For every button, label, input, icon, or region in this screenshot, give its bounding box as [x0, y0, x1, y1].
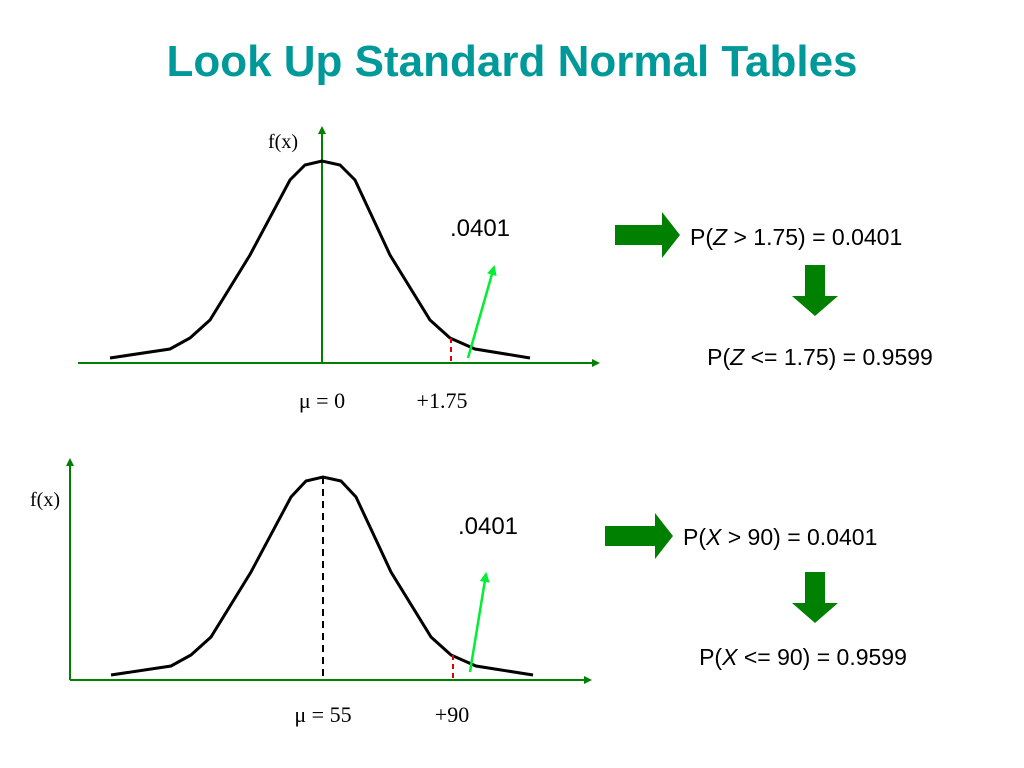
panel: f(x) .0401 μ = 0 +1.75 P(Z > 1.75) = 0.0… [78, 126, 933, 413]
variable: Z [712, 224, 728, 250]
title: Look Up Standard Normal Tables [166, 37, 857, 86]
text: <= 1.75) = 0.9599 [744, 344, 933, 370]
area-pointer [468, 572, 490, 673]
panel: f(x) .0401 μ = 55 +90 P(X > 90) = 0.0401… [30, 458, 907, 727]
right-arrow [615, 212, 680, 258]
variable: X [721, 644, 739, 670]
area-label: .0401 [458, 513, 518, 540]
y-label: f(x) [268, 131, 298, 153]
text: P( [690, 224, 713, 250]
text: P( [699, 644, 722, 670]
down-arrow [792, 265, 838, 316]
text: <= 90) = 0.9599 [737, 644, 906, 670]
mean-label: μ = 55 [294, 702, 351, 727]
text: > 1.75) = 0.0401 [727, 224, 902, 250]
mean-label: μ = 0 [299, 388, 345, 413]
statement: P(X > 90) = 0.0401 [683, 524, 877, 550]
normal-curve [109, 159, 531, 360]
cut-label: +90 [435, 702, 469, 727]
y-label: f(x) [30, 489, 60, 511]
down-arrow [792, 572, 838, 623]
text: > 90) = 0.0401 [721, 524, 877, 550]
statement: P(Z <= 1.75) = 0.9599 [707, 344, 933, 370]
area-label: .0401 [450, 215, 510, 242]
variable: X [705, 524, 723, 550]
area-pointer [466, 265, 497, 359]
text: P( [707, 344, 730, 370]
statement: P(Z > 1.75) = 0.0401 [690, 224, 902, 250]
variable: Z [729, 344, 745, 370]
cut-label: +1.75 [417, 388, 468, 413]
statement: P(X <= 90) = 0.9599 [699, 644, 907, 670]
right-arrow [605, 513, 673, 559]
text: P( [683, 524, 706, 550]
